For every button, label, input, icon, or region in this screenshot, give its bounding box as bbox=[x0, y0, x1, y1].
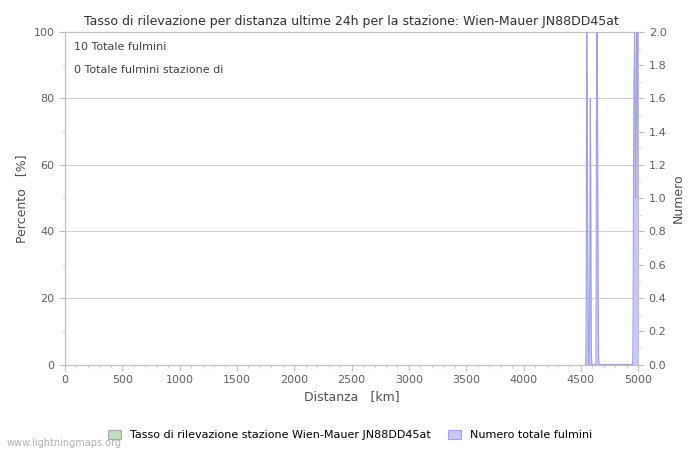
Title: Tasso di rilevazione per distanza ultime 24h per la stazione: Wien-Mauer JN88DD4: Tasso di rilevazione per distanza ultime… bbox=[84, 15, 619, 28]
Y-axis label: Percento   [%]: Percento [%] bbox=[15, 154, 28, 243]
Text: www.lightningmaps.org: www.lightningmaps.org bbox=[7, 438, 122, 448]
Text: 0 Totale fulmini stazione di: 0 Totale fulmini stazione di bbox=[74, 65, 223, 75]
Y-axis label: Numero: Numero bbox=[672, 173, 685, 223]
Text: 10 Totale fulmini: 10 Totale fulmini bbox=[74, 42, 166, 52]
Legend: Tasso di rilevazione stazione Wien-Mauer JN88DD45at, Numero totale fulmini: Tasso di rilevazione stazione Wien-Mauer… bbox=[104, 425, 596, 445]
X-axis label: Distanza   [km]: Distanza [km] bbox=[304, 391, 400, 404]
